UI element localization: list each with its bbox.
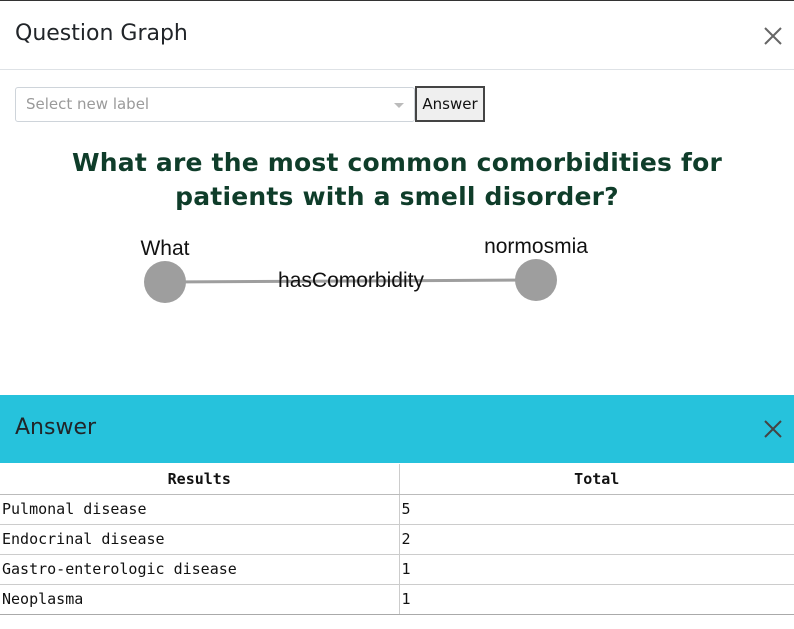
result-name: Neoplasma <box>0 584 400 615</box>
table-row: Endocrinal disease 2 <box>0 524 794 555</box>
column-header-results: Results <box>0 464 400 495</box>
select-placeholder: Select new label <box>26 95 150 113</box>
graph-node-label: What <box>140 237 189 260</box>
result-name: Pulmonal disease <box>0 494 400 525</box>
answer-header: Answer <box>0 395 794 463</box>
result-total: 1 <box>399 554 794 585</box>
result-name: Endocrinal disease <box>0 524 400 555</box>
graph-edge-label: hasComorbidity <box>278 269 424 292</box>
result-total: 2 <box>399 524 794 555</box>
answer-title: Answer <box>15 415 97 440</box>
close-icon[interactable] <box>763 419 783 439</box>
answer-button[interactable]: Answer <box>415 86 485 122</box>
table-header-row: Results Total <box>0 464 794 495</box>
graph-edge[interactable] <box>164 278 537 284</box>
chevron-down-icon <box>394 103 404 108</box>
results-table: Results Total Pulmonal disease 5 Endocri… <box>0 464 794 615</box>
modal-title: Question Graph <box>15 21 188 46</box>
result-name: Gastro-enterologic disease <box>0 554 400 585</box>
graph-node-label: normosmia <box>484 235 588 258</box>
table-row: Neoplasma 1 <box>0 584 794 615</box>
table-row: Gastro-enterologic disease 1 <box>0 554 794 585</box>
label-select[interactable]: Select new label <box>15 87 415 122</box>
graph-node-normosmia[interactable] <box>515 259 557 301</box>
close-icon[interactable] <box>763 26 783 46</box>
question-graph-header: Question Graph <box>0 0 794 70</box>
table-row: Pulmonal disease 5 <box>0 494 794 525</box>
question-text: What are the most common comorbidities f… <box>71 148 722 211</box>
question-graph[interactable]: What normosmia hasComorbidity <box>0 225 794 335</box>
result-total: 1 <box>399 584 794 615</box>
column-header-total: Total <box>399 464 794 495</box>
result-total: 5 <box>399 494 794 525</box>
graph-node-what[interactable] <box>144 261 186 303</box>
